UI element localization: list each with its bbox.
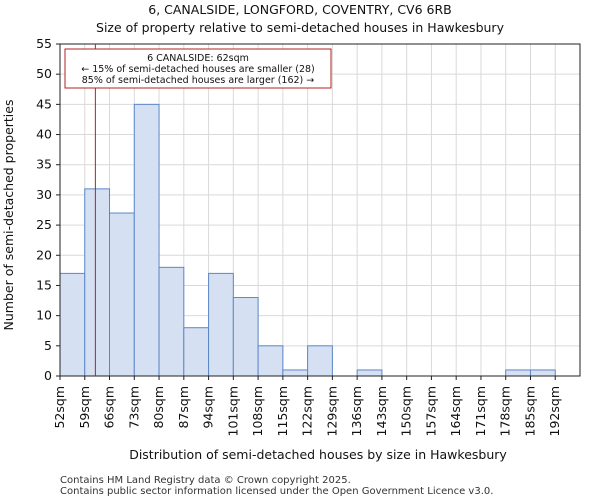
histogram-bar [109, 212, 135, 377]
y-tick-label: 20 [36, 247, 52, 262]
histogram-bar [59, 272, 86, 377]
y-tick-label: 25 [36, 217, 52, 232]
x-tick-label: 115sqm [275, 386, 290, 436]
x-tick-label: 150sqm [399, 386, 414, 436]
y-tick-label: 55 [36, 36, 52, 51]
x-tick-label: 101sqm [225, 386, 240, 436]
x-tick-label: 122sqm [300, 386, 315, 436]
histogram-bar [356, 369, 383, 377]
bars-group [59, 103, 556, 377]
x-axis-label: Distribution of semi-detached houses by … [129, 447, 507, 462]
annotation-larger: 85% of semi-detached houses are larger (… [82, 75, 315, 86]
y-tick-label: 30 [36, 187, 52, 202]
x-axis-ticks: 52sqm 59sqm 66sqm 73sqm 80sqm 87sqm 94sqm 101sq… [52, 376, 562, 436]
histogram-bar [158, 266, 185, 377]
x-tick-label: 66sqm [102, 386, 117, 429]
footer-line2: Contains public sector information licen… [60, 486, 493, 497]
y-tick-label: 50 [36, 66, 52, 81]
y-tick-label: 5 [44, 338, 52, 353]
histogram-bar [282, 369, 309, 377]
y-tick-label: 45 [36, 96, 52, 111]
histogram-bar [257, 345, 284, 377]
y-tick-label: 0 [44, 368, 52, 383]
y-tick-label: 35 [36, 157, 52, 172]
x-tick-label: 164sqm [448, 386, 463, 436]
x-tick-label: 171sqm [473, 386, 488, 436]
annotation-box: 6 CANALSIDE: 62sqm ← 15% of semi-detache… [64, 48, 332, 89]
x-tick-label: 157sqm [423, 386, 438, 436]
x-tick-label: 108sqm [250, 386, 265, 436]
y-tick-label: 10 [36, 308, 52, 323]
footer-line1: Contains HM Land Registry data © Crown c… [60, 475, 351, 486]
histogram-bar [208, 272, 234, 377]
x-tick-label: 59sqm [77, 386, 92, 429]
x-tick-label: 192sqm [547, 386, 562, 436]
histogram-bar [307, 345, 333, 377]
histogram-bar [133, 103, 160, 377]
y-tick-label: 40 [36, 127, 52, 142]
x-tick-label: 94sqm [201, 386, 216, 429]
x-tick-label: 129sqm [324, 386, 339, 436]
annotation-title: 6 CANALSIDE: 62sqm [147, 53, 249, 64]
x-tick-label: 73sqm [126, 386, 141, 429]
histogram-bar [505, 369, 531, 377]
x-tick-label: 80sqm [151, 386, 166, 429]
histogram-bar [529, 369, 556, 377]
x-tick-label: 143sqm [374, 386, 389, 436]
x-tick-label: 87sqm [176, 386, 191, 429]
plot-area-frame [59, 43, 581, 377]
histogram-bar [183, 327, 210, 377]
x-tick-label: 136sqm [349, 386, 364, 436]
x-tick-label: 185sqm [522, 386, 537, 436]
chart-title-line1: 6, CANALSIDE, LONGFORD, COVENTRY, CV6 6R… [148, 2, 452, 17]
y-tick-label: 15 [36, 277, 52, 292]
x-tick-label: 178sqm [498, 386, 513, 436]
y-axis-label: Number of semi-detached properties [1, 100, 16, 331]
histogram-bar [232, 297, 259, 377]
y-axis-ticks: 0 5 10 15 20 25 30 35 40 45 50 55 [36, 36, 60, 383]
annotation-smaller: ← 15% of semi-detached houses are smalle… [81, 64, 315, 75]
x-tick-label: 52sqm [52, 386, 67, 429]
chart-title-line2: Size of property relative to semi-detach… [96, 20, 505, 35]
histogram-bar [84, 188, 111, 377]
